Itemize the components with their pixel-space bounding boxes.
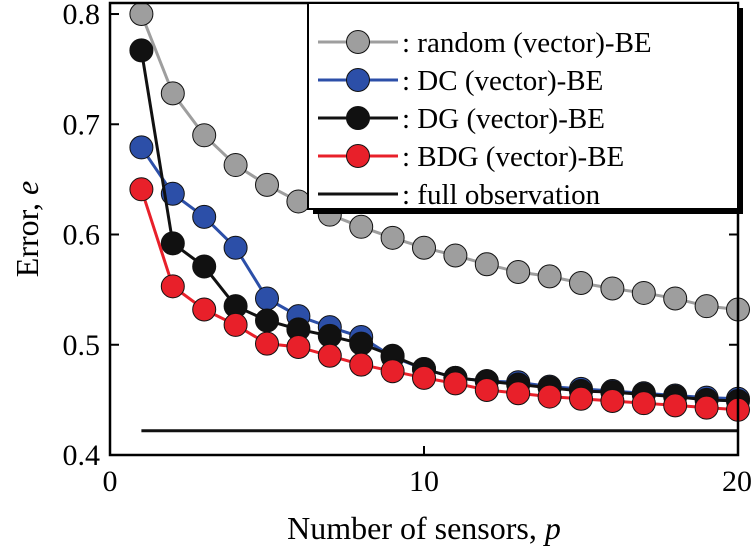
data-point (537, 264, 562, 289)
data-point (694, 395, 719, 420)
data-point (412, 365, 436, 390)
x-tick-label: 20 (722, 465, 752, 498)
data-point (255, 331, 279, 356)
y-tick-label: 0.7 (63, 108, 101, 141)
legend-marker (346, 68, 370, 92)
data-point (506, 259, 531, 284)
data-point (380, 359, 405, 384)
legend-entry: : DG (vector)-BE (318, 103, 605, 135)
legend: : random (vector)-BE : DC (vector)-BE : DG… (307, 2, 743, 214)
data-point (474, 252, 499, 277)
data-point (474, 377, 499, 402)
legend-marker (346, 30, 370, 54)
data-point (380, 225, 405, 250)
data-point (192, 204, 217, 229)
data-point (223, 153, 248, 178)
x-tick-label: 0 (103, 465, 118, 498)
data-point (160, 81, 185, 106)
data-point (129, 135, 154, 160)
data-point (192, 297, 217, 322)
legend-marker (346, 106, 370, 130)
data-point (129, 38, 154, 63)
data-point (255, 308, 279, 333)
data-point (631, 280, 656, 305)
data-point (631, 391, 656, 416)
data-point (443, 371, 468, 396)
data-point (412, 235, 436, 260)
data-point (694, 294, 719, 319)
data-point (223, 312, 248, 337)
y-axis-label-var: e (9, 181, 45, 195)
data-point (255, 286, 279, 311)
legend-label: : BDG (vector)-BE (402, 141, 624, 173)
y-tick-label: 0.6 (63, 219, 101, 252)
tick-layer: 0.4 0.5 0.6 0.7 0.8 0 10 20 (63, 0, 753, 498)
data-point (223, 235, 248, 260)
legend-entry: : DC (vector)-BE (318, 65, 603, 97)
series-0 (129, 2, 750, 322)
data-point (443, 243, 468, 268)
x-axis-label: Number of sensors, p (287, 510, 561, 546)
data-point (317, 343, 342, 368)
y-tick-label: 0.5 (63, 329, 101, 362)
legend-entry: : BDG (vector)-BE (318, 141, 624, 173)
legend-label: : random (vector)-BE (402, 27, 652, 59)
legend-label: : DC (vector)-BE (402, 65, 603, 97)
data-point (569, 271, 593, 296)
x-tick-label: 10 (409, 465, 439, 498)
data-point (600, 388, 625, 413)
legend-box (307, 2, 739, 210)
legend-entry: : full observation (318, 179, 601, 211)
data-point (255, 172, 279, 197)
data-point (600, 276, 625, 301)
y-tick-label: 0.4 (63, 439, 101, 472)
data-point (192, 254, 217, 279)
legend-entry: : random (vector)-BE (318, 27, 652, 59)
y-axis-label-text: Error, (9, 195, 45, 277)
y-axis-label: Error, e (9, 181, 45, 277)
data-point (129, 177, 154, 202)
y-tick-label: 0.8 (63, 0, 101, 31)
data-point (537, 384, 562, 409)
data-point (286, 189, 311, 214)
data-point (286, 334, 311, 359)
x-axis-label-text: Number of sensors, (287, 510, 545, 546)
legend-label: : DG (vector)-BE (402, 103, 605, 135)
x-axis-label-var: p (543, 510, 561, 546)
data-point (349, 331, 374, 356)
legend-label: : full observation (402, 179, 601, 211)
data-point (569, 386, 593, 411)
data-point (349, 352, 374, 377)
data-point (160, 231, 185, 256)
data-point (663, 393, 688, 418)
series-3 (129, 177, 750, 422)
data-point (506, 381, 531, 406)
data-point (129, 2, 154, 27)
data-point (192, 123, 217, 148)
legend-marker (346, 144, 370, 168)
data-point (663, 286, 688, 311)
data-point (160, 274, 185, 299)
data-point (349, 214, 374, 239)
